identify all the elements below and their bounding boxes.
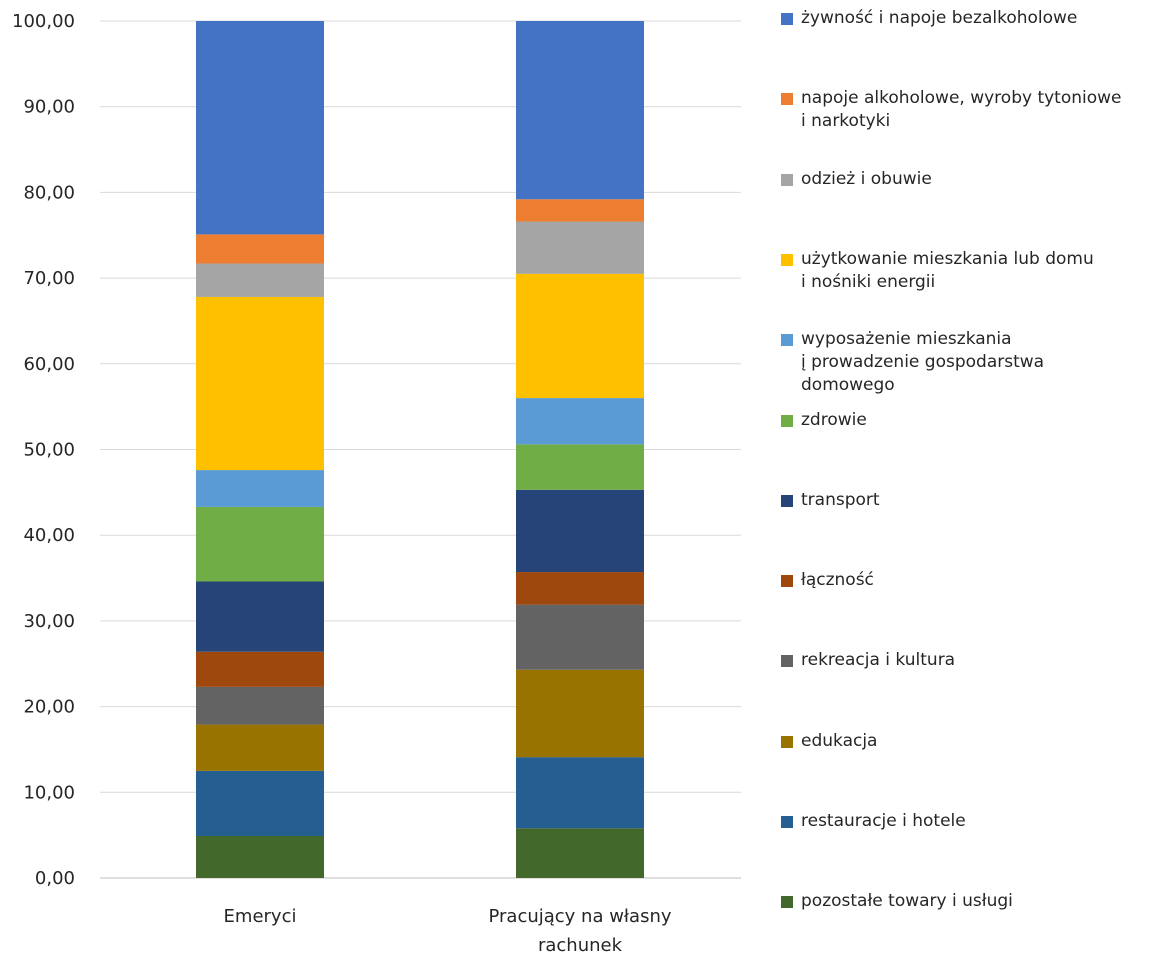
y-tick-label: 40,00 (23, 525, 75, 546)
x-axis-category-labels: Emeryci Pracujący na własny rachunek (224, 906, 672, 956)
bar-segment (196, 686, 324, 725)
bar-segment (516, 604, 644, 670)
y-tick-label: 20,00 (23, 697, 75, 718)
bar-segment (196, 21, 324, 235)
x-category-label: Pracujący na własny rachunek (488, 906, 671, 956)
bar-segment (196, 836, 324, 878)
bar-segment (516, 572, 644, 605)
bar-segment (516, 398, 644, 445)
bar-segment (196, 263, 324, 297)
y-tick-label: 90,00 (23, 97, 75, 118)
bar-segment (516, 21, 644, 200)
bar-segment (196, 770, 324, 837)
bar-segment (516, 199, 644, 222)
y-axis-tick-labels: 0,00 10,00 20,00 30,00 40,00 50,00 60,00 70,00 8… (12, 11, 75, 889)
bar-segment (516, 221, 644, 274)
y-tick-label: 50,00 (23, 440, 75, 461)
y-tick-label: 100,00 (12, 11, 75, 32)
bar-segment (516, 757, 644, 829)
y-tick-label: 10,00 (23, 782, 75, 803)
y-tick-label: 30,00 (23, 611, 75, 632)
bar-segment (196, 724, 324, 771)
bar-segment (516, 669, 644, 758)
bar-segment (196, 470, 324, 507)
bar-segment (196, 506, 324, 582)
bar-segment (196, 581, 324, 652)
y-tick-label: 60,00 (23, 354, 75, 375)
y-tick-label: 0,00 (35, 868, 75, 889)
bars (196, 21, 644, 878)
bar-segment (516, 444, 644, 490)
bar-segment (516, 828, 644, 878)
bar-segment (516, 273, 644, 399)
bar-segment (196, 234, 324, 264)
y-tick-label: 70,00 (23, 268, 75, 289)
x-category-label: Emeryci (224, 906, 297, 927)
bar-segment (196, 651, 324, 687)
bar-segment (196, 296, 324, 471)
bar-segment (516, 489, 644, 573)
y-tick-label: 80,00 (23, 182, 75, 203)
